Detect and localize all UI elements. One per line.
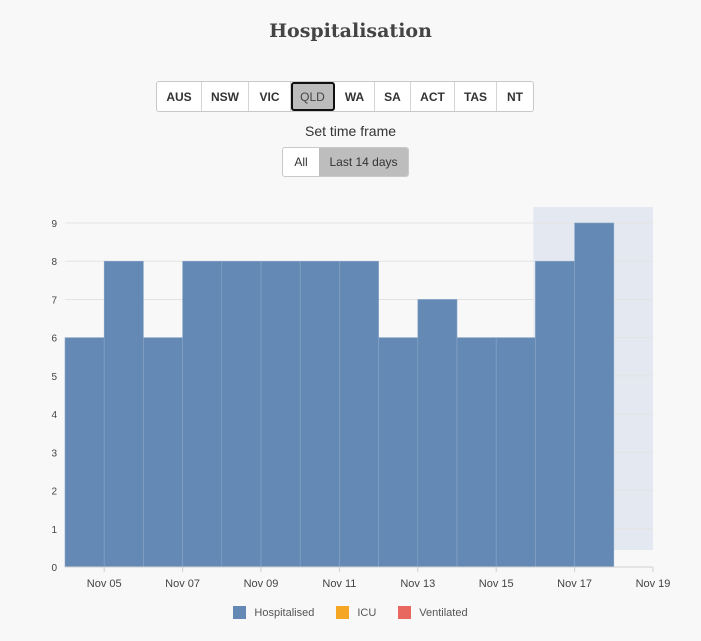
y-tick-label: 4 xyxy=(51,410,57,421)
region-button-nsw[interactable]: NSW xyxy=(202,82,249,111)
timeframe-all-button[interactable]: All xyxy=(294,155,308,169)
chart-title: Hospitalisation xyxy=(269,20,432,42)
y-tick-label: 6 xyxy=(51,334,57,345)
bar-hospitalised xyxy=(299,260,340,568)
x-tick-label: Nov 15 xyxy=(479,578,514,590)
timeframe-label: Set time frame xyxy=(304,123,397,139)
legend-label-icu: ICU xyxy=(357,606,377,619)
bar-hospitalised xyxy=(182,260,223,568)
region-button-sa[interactable]: SA xyxy=(375,82,411,111)
y-tick-label: 5 xyxy=(51,372,57,383)
y-tick-label: 7 xyxy=(51,295,57,306)
bar-hospitalised xyxy=(221,260,262,568)
y-tick-label: 2 xyxy=(51,487,57,498)
bar-hospitalised xyxy=(495,337,536,568)
bar-hospitalised xyxy=(417,299,458,568)
bar-hospitalised xyxy=(143,337,183,568)
legend-swatch-hospitalised xyxy=(233,606,247,619)
x-tick-label: Nov 05 xyxy=(87,578,122,590)
bar-hospitalised xyxy=(535,260,575,568)
legend-label-hospitalised: Hospitalised xyxy=(254,606,315,619)
bar-hospitalised xyxy=(64,337,105,568)
region-button-vic[interactable]: VIC xyxy=(249,82,291,111)
x-tick-label: Nov 17 xyxy=(557,578,592,590)
chart-legend: Hospitalised ICU Ventilated xyxy=(0,606,701,619)
region-button-aus[interactable]: AUS xyxy=(157,82,202,111)
bar-hospitalised xyxy=(456,337,497,568)
y-tick-label: 9 xyxy=(51,219,57,230)
region-button-wa[interactable]: WA xyxy=(335,82,375,111)
y-tick-label: 3 xyxy=(51,448,57,459)
bar-hospitalised xyxy=(260,260,301,568)
timeframe-selector: All Last 14 days xyxy=(282,147,409,177)
x-tick-label: Nov 07 xyxy=(165,578,200,590)
region-button-qld[interactable]: QLD xyxy=(291,82,335,111)
region-selector: AUS NSW VIC QLD WA SA ACT TAS NT xyxy=(156,81,534,112)
x-tick-label: Nov 09 xyxy=(244,578,279,590)
legend-label-ventilated: Ventilated xyxy=(419,606,468,619)
y-tick-label: 0 xyxy=(51,563,57,574)
x-tick-label: Nov 19 xyxy=(636,578,671,590)
legend-swatch-ventilated xyxy=(398,606,412,619)
legend-item-icu[interactable]: ICU xyxy=(336,606,376,619)
bar-hospitalised xyxy=(339,260,379,568)
hospitalisation-chart: 0 1 2 3 4 5 6 7 8 9 Nov 05 Nov 07 Nov 09 Nov 11 Nov 13… xyxy=(51,207,671,590)
legend-item-ventilated[interactable]: Ventilated xyxy=(398,606,468,619)
y-tick-label: 1 xyxy=(51,525,57,536)
bar-hospitalised xyxy=(574,222,615,568)
legend-swatch-icu xyxy=(336,606,350,619)
region-button-act[interactable]: ACT xyxy=(411,82,455,111)
x-tick-label: Nov 13 xyxy=(400,578,435,590)
region-button-tas[interactable]: TAS xyxy=(455,82,497,111)
timeframe-last-14-days-button[interactable]: Last 14 days xyxy=(319,148,408,176)
legend-item-hospitalised[interactable]: Hospitalised xyxy=(233,606,314,619)
y-tick-label: 8 xyxy=(51,257,57,268)
region-button-nt[interactable]: NT xyxy=(507,89,523,104)
bar-hospitalised xyxy=(378,337,419,568)
x-tick-label: Nov 11 xyxy=(322,578,356,590)
bar-hospitalised xyxy=(103,260,144,568)
